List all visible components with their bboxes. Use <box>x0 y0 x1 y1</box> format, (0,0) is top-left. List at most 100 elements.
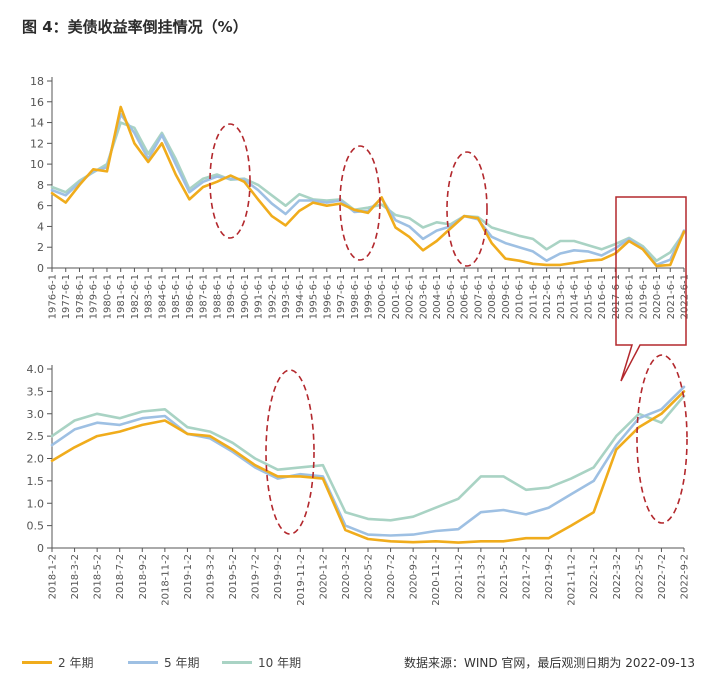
x-tick-label: 1978-6-1 <box>75 274 86 319</box>
x-tick-label: 1983-6-1 <box>144 274 155 319</box>
x-tick-label: 2021-11-2 <box>567 554 578 606</box>
annotations <box>209 123 688 535</box>
y-tick-label: 0 <box>37 542 44 555</box>
x-tick-label: 1995-6-1 <box>309 274 320 319</box>
x-tick-label: 2021-6-1 <box>666 274 677 319</box>
x-tick-label: 2020-6-1 <box>652 274 663 319</box>
legend-label-5y: 5 年期 <box>164 655 200 670</box>
x-tick-label: 2018-9-2 <box>138 554 149 599</box>
x-tick-label: 2018-3-2 <box>70 554 81 599</box>
x-tick-label: 1981-6-1 <box>116 274 127 319</box>
x-tick-label: 2019-6-1 <box>638 274 649 319</box>
legend-swatch-2y <box>22 660 52 664</box>
line-5y-chart2 <box>50 385 686 537</box>
x-tick-label: 1993-6-1 <box>281 274 292 319</box>
x-tick-label: 1988-6-1 <box>212 274 223 319</box>
x-tick-label: 2022-3-2 <box>612 554 623 599</box>
y-tick-label: 18 <box>30 75 44 88</box>
footer: 2 年期 5 年期 10 年期 数据来源：WIND 官网，最后观测日期为 202… <box>0 650 713 674</box>
x-tick-label: 2004-6-1 <box>432 274 443 319</box>
x-tick-label: 2018-7-2 <box>115 554 126 599</box>
x-tick-label: 2005-6-1 <box>446 274 457 319</box>
x-tick-label: 2022-6-1 <box>680 274 691 319</box>
x-tick-label: 1989-6-1 <box>226 274 237 319</box>
x-tick-label: 2000-6-1 <box>377 274 388 319</box>
line-10y-chart2 <box>50 394 686 522</box>
x-tick-label: 2002-6-1 <box>405 274 416 319</box>
x-tick-label: 2013-6-1 <box>556 274 567 319</box>
x-tick-label: 2020-9-2 <box>409 554 420 599</box>
legend-item-2y: 2 年期 <box>22 654 93 670</box>
y-tick-label: 2 <box>37 241 44 254</box>
x-tick-label: 2018-1-2 <box>48 554 59 599</box>
chart-title: 图 4：美债收益率倒挂情况（%） <box>22 18 248 36</box>
data-source-note: 数据来源：WIND 官网，最后观测日期为 2022-09-13 <box>404 656 695 670</box>
x-tick-label: 2021-9-2 <box>544 554 555 599</box>
inversion-highlight-ellipse <box>636 354 688 524</box>
x-tick-label: 2014-6-1 <box>570 274 581 319</box>
x-tick-label: 1985-6-1 <box>171 274 182 319</box>
line-10y-chart1 <box>50 121 686 263</box>
x-tick-label: 2021-7-2 <box>522 554 533 599</box>
x-tick-label: 2019-9-2 <box>273 554 284 599</box>
x-tick-label: 2010-6-1 <box>515 274 526 319</box>
y-tick-label: 14 <box>30 117 44 130</box>
x-tick-label: 1998-6-1 <box>350 274 361 319</box>
x-tick-label: 1992-6-1 <box>267 274 278 319</box>
x-tick-label: 2022-1-2 <box>589 554 600 599</box>
y-tick-label: 3.5 <box>27 385 45 398</box>
y-tick-label: 1.5 <box>27 475 45 488</box>
x-tick-label: 1987-6-1 <box>199 274 210 319</box>
x-tick-label: 2019-3-2 <box>206 554 217 599</box>
y-tick-label: 16 <box>30 96 44 109</box>
inversion-highlight-ellipse <box>265 369 315 535</box>
inversion-highlight-ellipse <box>446 151 488 267</box>
line-2y-chart1 <box>50 105 686 268</box>
x-tick-label: 2021-1-2 <box>454 554 465 599</box>
line-5y-chart1 <box>50 112 686 267</box>
x-tick-label: 2008-6-1 <box>487 274 498 319</box>
legend-swatch-10y <box>222 660 252 664</box>
inversion-highlight-ellipse <box>209 123 251 239</box>
x-tick-label: 2020-1-2 <box>318 554 329 599</box>
x-tick-label: 2018-5-2 <box>93 554 104 599</box>
x-tick-label: 2018-6-1 <box>625 274 636 319</box>
x-tick-label: 2019-1-2 <box>183 554 194 599</box>
y-tick-label: 2.0 <box>27 453 45 466</box>
x-tick-label: 2006-6-1 <box>460 274 471 319</box>
x-tick-label: 2019-11-2 <box>296 554 307 606</box>
y-tick-label: 0.5 <box>27 520 45 533</box>
legend-label-10y: 10 年期 <box>258 655 302 670</box>
y-tick-label: 1.0 <box>27 497 45 510</box>
x-tick-label: 1990-6-1 <box>240 274 251 319</box>
legend-swatch-5y <box>128 660 158 664</box>
y-tick-label: 4.0 <box>27 363 45 376</box>
x-tick-label: 1977-6-1 <box>61 274 72 319</box>
x-tick-label: 1991-6-1 <box>254 274 265 319</box>
x-tick-label: 2020-5-2 <box>364 554 375 599</box>
x-tick-label: 2020-11-2 <box>431 554 442 606</box>
x-tick-label: 2019-5-2 <box>228 554 239 599</box>
x-tick-label: 1979-6-1 <box>89 274 100 319</box>
y-tick-label: 6 <box>37 200 44 213</box>
legend-item-10y: 10 年期 <box>222 654 301 670</box>
zoom-callout-box <box>615 196 687 382</box>
inversion-highlight-ellipse <box>339 145 381 261</box>
x-tick-label: 1982-6-1 <box>130 274 141 319</box>
y-tick-label: 10 <box>30 158 44 171</box>
x-tick-label: 1984-6-1 <box>157 274 168 319</box>
x-tick-label: 1980-6-1 <box>102 274 113 319</box>
y-tick-label: 8 <box>37 179 44 192</box>
y-tick-label: 4 <box>37 220 44 233</box>
x-tick-label: 2022-7-2 <box>657 554 668 599</box>
x-tick-label: 2020-7-2 <box>386 554 397 599</box>
y-tick-label: 0 <box>37 262 44 275</box>
x-tick-label: 1997-6-1 <box>336 274 347 319</box>
y-tick-label: 12 <box>30 137 44 150</box>
legend-item-5y: 5 年期 <box>128 654 199 670</box>
x-tick-label: 2012-6-1 <box>542 274 553 319</box>
x-tick-label: 2019-7-2 <box>251 554 262 599</box>
y-tick-label: 2.5 <box>27 430 45 443</box>
